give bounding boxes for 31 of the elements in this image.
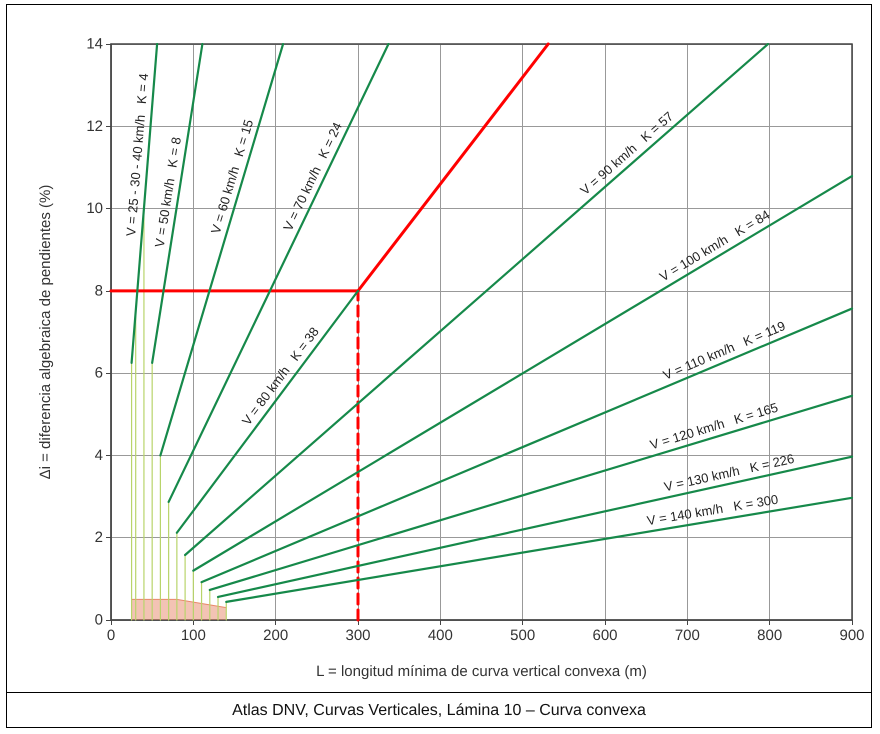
x-tick-label: 500: [510, 627, 536, 644]
y-tick-label: 2: [94, 529, 103, 546]
x-tick-label: 300: [345, 627, 371, 644]
y-tick-label: 8: [94, 282, 103, 300]
x-tick-label: 100: [180, 627, 206, 644]
text: V = 140 km/h K = 300: [646, 492, 780, 528]
text: V = 25 - 30 - 40 km/h K = 4: [123, 72, 152, 237]
text: V = 100 km/h K = 84: [656, 206, 772, 284]
y-axis-title: Δi = diferencia algebraica de pendientes (%): [37, 184, 54, 480]
x-tick-label: 700: [674, 627, 700, 644]
y-tick-label: 4: [94, 446, 103, 464]
y-tick-label: 6: [94, 364, 103, 382]
x-axis-title: L = longitud mínima de curva vertical convexa (m): [316, 663, 647, 680]
y-tick-label: 14: [86, 36, 103, 52]
x-tick-label: 0: [106, 627, 116, 644]
text: V = 110 km/h K = 119: [660, 318, 788, 383]
text: Atlas DNV, Curvas Verticales, Lámina 10 – Curva convexa: [231, 701, 647, 721]
x-tick-label: 800: [757, 627, 782, 644]
text: V = 60 km/h K = 15: [208, 118, 256, 236]
text: V = 130 km/h K = 226: [662, 450, 796, 494]
x-tick-label: 400: [428, 627, 453, 644]
text: V = 50 km/h K = 8: [152, 136, 184, 248]
x-tick-label: 600: [592, 627, 618, 644]
text: V = 70 km/h K = 24: [280, 120, 346, 234]
text: V = 90 km/h K = 57: [577, 108, 676, 198]
y-tick-label: 12: [86, 118, 103, 135]
text: V = 120 km/h K = 165: [648, 400, 780, 452]
x-tick-label: 900: [839, 627, 865, 644]
y-tick-label: 0: [94, 612, 103, 628]
x-tick-label: 200: [263, 627, 288, 644]
y-tick-label: 10: [86, 200, 103, 218]
